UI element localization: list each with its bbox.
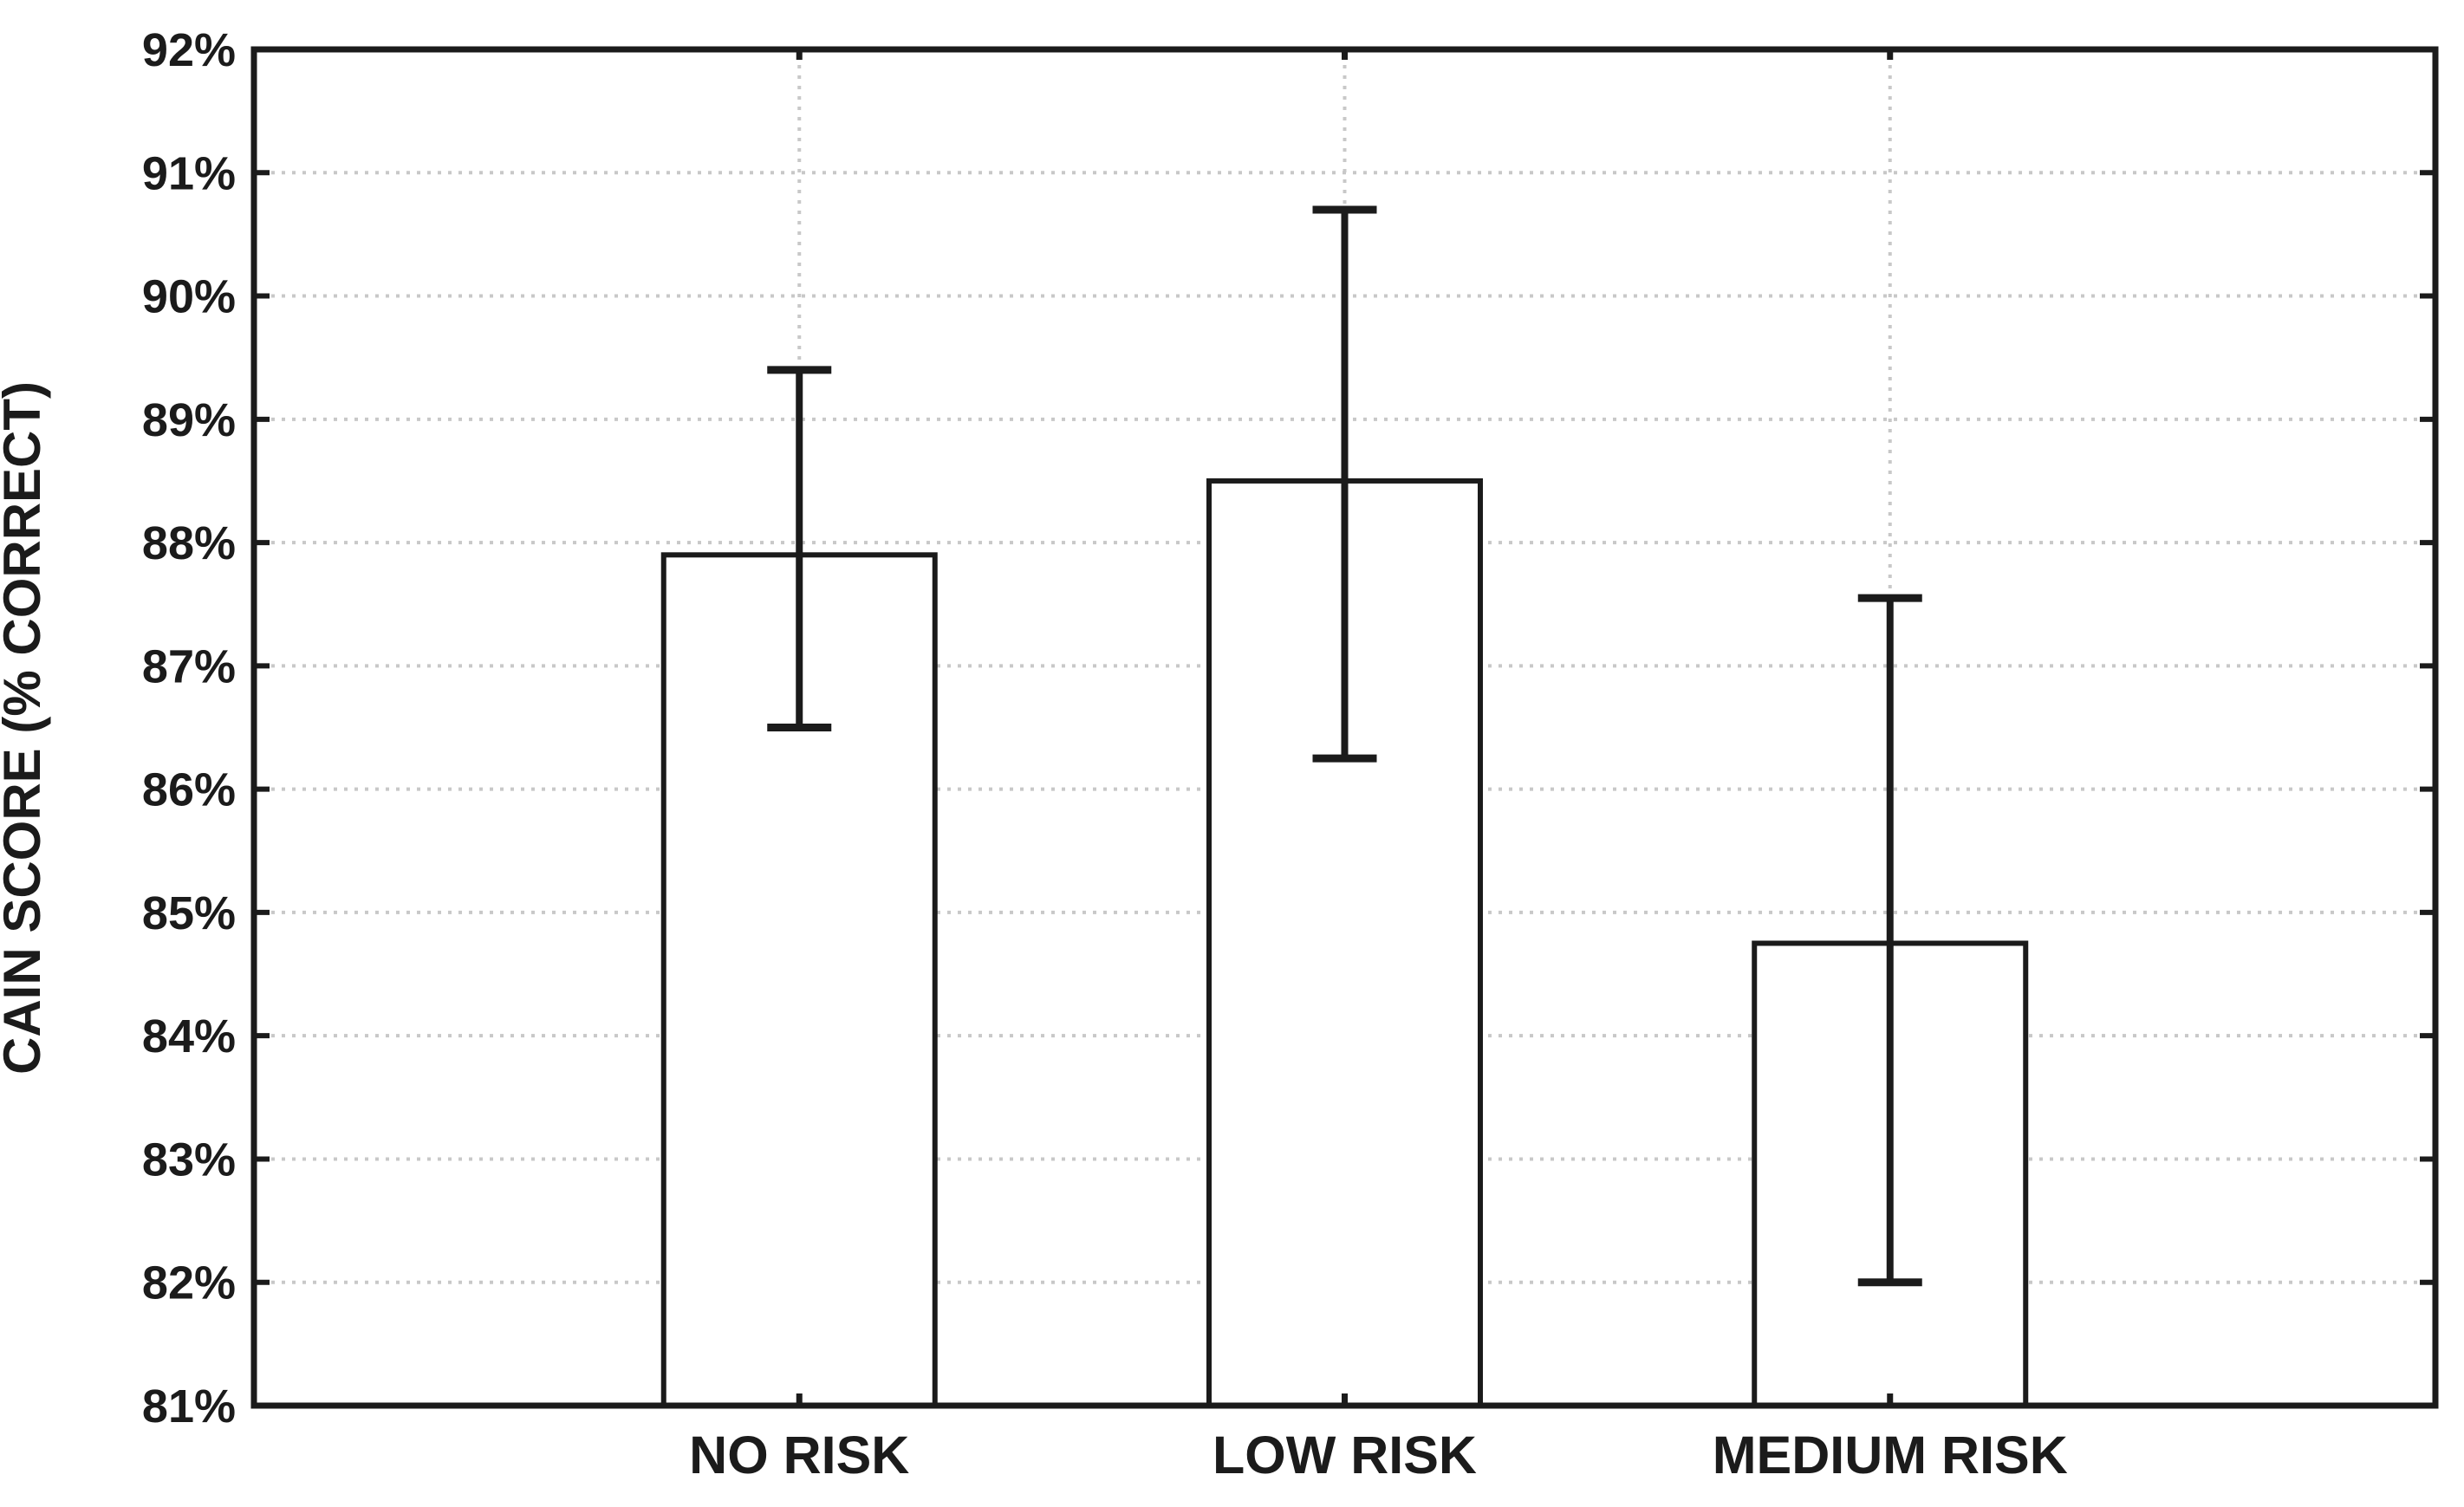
category-ticks bbox=[796, 49, 1894, 1406]
y-tick-label: 91% bbox=[142, 147, 236, 199]
y-tick-label: 92% bbox=[142, 24, 236, 76]
x-category-label: MEDIUM RISK bbox=[1713, 1426, 2068, 1484]
y-tick-labels: 81% 82% 83% 84% 85% 86% 87% 88% 89% 90% 91% 92% bbox=[142, 24, 236, 1432]
x-category-labels: NO RISK LOW RISK MEDIUM RISK bbox=[689, 1426, 2068, 1484]
x-category-label: NO RISK bbox=[689, 1426, 909, 1484]
error-bar bbox=[1857, 594, 1922, 1287]
y-tick-label: 86% bbox=[142, 764, 236, 816]
y-tick-label: 88% bbox=[142, 517, 236, 569]
error-bar bbox=[767, 366, 832, 731]
y-axis-ticks bbox=[254, 170, 2435, 1285]
x-category-label: LOW RISK bbox=[1212, 1426, 1477, 1484]
y-tick-label: 82% bbox=[142, 1257, 236, 1309]
y-tick-label: 90% bbox=[142, 271, 236, 323]
y-tick-label: 85% bbox=[142, 887, 236, 939]
error-bar bbox=[1312, 205, 1377, 763]
y-axis-title: CAIN SCORE (% CORRECT) bbox=[0, 381, 51, 1075]
y-tick-label: 87% bbox=[142, 640, 236, 692]
y-tick-label: 83% bbox=[142, 1133, 236, 1185]
y-tick-label: 81% bbox=[142, 1380, 236, 1432]
y-tick-label: 89% bbox=[142, 394, 236, 446]
y-tick-label: 84% bbox=[142, 1010, 236, 1062]
error-bars bbox=[767, 205, 1922, 1287]
